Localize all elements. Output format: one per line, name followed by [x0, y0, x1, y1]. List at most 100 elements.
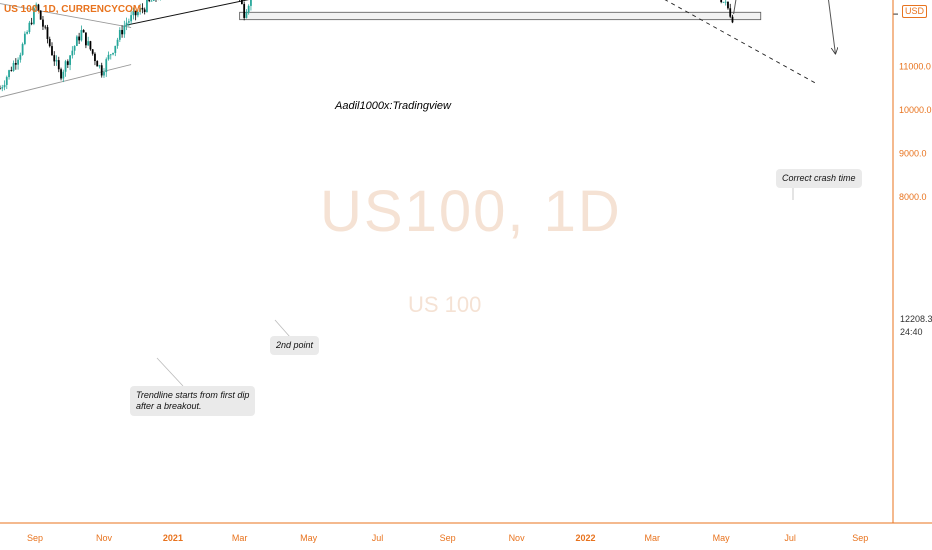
candle-body — [118, 29, 121, 40]
candle-body — [17, 59, 19, 65]
trendline-note-line1: Trendline starts from first dip — [136, 390, 250, 400]
price-tick-label: 9000.0 — [899, 149, 927, 159]
triangle-bottom-line — [0, 64, 132, 98]
candle-body — [14, 63, 17, 65]
candle-body — [143, 9, 146, 12]
candle-body — [57, 60, 60, 70]
trendline-note-line2: after a breakout. — [136, 401, 202, 411]
trendline-line — [125, 0, 249, 26]
candle-body — [37, 4, 40, 11]
candle-body — [23, 33, 26, 44]
watermark-symbol: US100, 1D — [320, 179, 622, 244]
candle-body — [116, 39, 119, 46]
candle-body — [53, 55, 56, 62]
projection-path — [733, 0, 836, 54]
candle-body — [39, 10, 42, 20]
last-price-label: 12208.3 — [900, 314, 932, 324]
time-tick-label: Jul — [784, 533, 796, 543]
time-tick-label: Mar — [232, 533, 248, 543]
candle-body — [137, 12, 139, 16]
candle-body — [82, 30, 85, 33]
candle-body — [152, 0, 155, 1]
candle-body — [55, 60, 58, 62]
candle-body — [121, 29, 123, 35]
price-axis[interactable]: 19000.018000.017000.016000.015000.014000… — [899, 0, 932, 203]
candle-body — [69, 55, 71, 65]
candle-body — [125, 22, 128, 26]
candle-body — [0, 88, 1, 90]
time-tick-label: Mar — [644, 533, 660, 543]
candle-body — [26, 32, 29, 34]
candle-body — [127, 21, 130, 23]
candle-body — [30, 22, 33, 24]
candle-body — [64, 61, 67, 72]
candle-body — [78, 36, 81, 41]
candle-body — [62, 71, 65, 79]
time-tick-label: Sep — [27, 533, 43, 543]
candle-body — [89, 41, 92, 50]
candle-body — [91, 49, 94, 54]
candle-body — [71, 50, 74, 56]
candle-body — [141, 7, 144, 10]
candle-body — [80, 30, 83, 41]
candle-body — [250, 0, 252, 6]
candle-body — [87, 41, 90, 46]
second-point-note[interactable]: 2nd point — [270, 336, 320, 355]
candle-body — [720, 0, 723, 3]
candle-body — [5, 77, 8, 85]
candle-body — [66, 61, 69, 65]
candle-body — [132, 10, 135, 16]
candle-body — [107, 54, 110, 60]
candle-body — [114, 45, 117, 53]
plot-area[interactable] — [0, 0, 898, 387]
candle-body — [44, 26, 47, 28]
candle-body — [103, 72, 105, 76]
candle-body — [42, 19, 44, 27]
price-tick-label: 8000.0 — [899, 192, 927, 202]
candle-body — [3, 84, 6, 88]
candle-body — [48, 38, 51, 47]
candle-body — [241, 0, 243, 5]
watermark-name: US 100 — [408, 292, 482, 317]
candle-body — [247, 5, 250, 13]
candle-body — [12, 63, 15, 71]
candle-body — [19, 54, 22, 60]
candle-body — [731, 16, 734, 23]
candle-body — [51, 46, 53, 56]
candle-body — [33, 8, 35, 24]
time-tick-label: Jul — [372, 533, 384, 543]
time-axis[interactable]: Sep Nov 2021 Mar May Jul Sep Nov 2022 Mar May Jul Se… — [27, 533, 868, 543]
time-tick-label: 2022 — [576, 533, 596, 543]
candle-body — [123, 25, 126, 35]
time-tick-label: May — [300, 533, 318, 543]
candle-body — [109, 54, 112, 56]
candle-body — [150, 0, 153, 2]
candle-body — [112, 52, 114, 55]
candle-body — [73, 45, 76, 51]
support-zone — [239, 11, 762, 21]
candle-body — [46, 27, 49, 39]
author-label: Aadil1000x:Tradingview — [335, 100, 451, 112]
price-tick-label: 11000.0 — [899, 62, 931, 72]
crash-time-note[interactable]: Correct crash time — [776, 169, 862, 188]
time-tick-label: Nov — [509, 533, 526, 543]
candle-body — [75, 36, 78, 46]
trendline-note[interactable]: Trendline starts from first dip after a … — [130, 386, 256, 416]
candle-body — [722, 1, 725, 3]
time-tick-label: May — [713, 533, 731, 543]
price-tick-label: 10000.0 — [899, 105, 932, 115]
candle-body — [105, 59, 108, 73]
candle-body — [8, 70, 10, 78]
candle-body — [96, 61, 99, 67]
symbol-title[interactable]: US 100, 1D, CURRENCYCOM — [4, 4, 142, 15]
candle-body — [130, 15, 133, 22]
currency-badge[interactable]: USD — [902, 5, 928, 18]
candle-body — [94, 53, 96, 62]
candle-body — [245, 12, 248, 18]
triangle-top-line — [0, 3, 132, 28]
candle-body — [724, 1, 727, 3]
candle-body — [85, 32, 87, 46]
candle-body — [134, 10, 137, 16]
time-tick-label: Sep — [440, 533, 456, 543]
